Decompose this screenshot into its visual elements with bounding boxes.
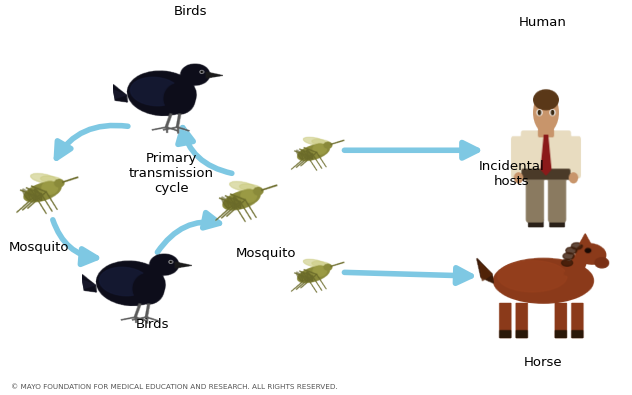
Text: Horse: Horse	[524, 356, 562, 369]
Text: Human: Human	[520, 17, 567, 30]
Text: Birds: Birds	[174, 6, 207, 19]
Text: Incidental
hosts: Incidental hosts	[479, 160, 545, 188]
FancyArrowPatch shape	[178, 128, 232, 173]
Text: Birds: Birds	[136, 318, 169, 331]
Text: Mosquito: Mosquito	[236, 247, 296, 260]
Text: © MAYO FOUNDATION FOR MEDICAL EDUCATION AND RESEARCH. ALL RIGHTS RESERVED.: © MAYO FOUNDATION FOR MEDICAL EDUCATION …	[11, 384, 337, 389]
Text: Primary
transmission
cycle: Primary transmission cycle	[129, 152, 214, 196]
FancyArrowPatch shape	[53, 220, 97, 264]
FancyArrowPatch shape	[157, 213, 219, 252]
FancyArrowPatch shape	[344, 268, 471, 283]
FancyArrowPatch shape	[344, 143, 477, 158]
Text: Mosquito: Mosquito	[9, 241, 70, 254]
FancyArrowPatch shape	[56, 126, 128, 158]
